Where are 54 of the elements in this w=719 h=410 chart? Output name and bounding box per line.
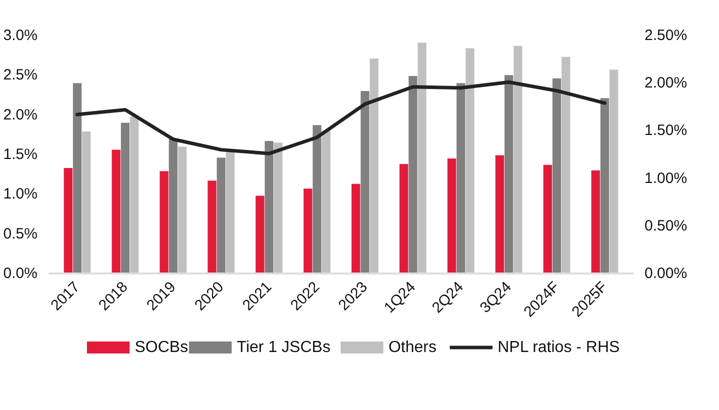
bar [264, 141, 274, 274]
bar [274, 142, 283, 274]
bar [552, 78, 562, 274]
bar [408, 76, 418, 274]
y-tick-label: 2.5% [3, 66, 38, 84]
y2-tick-label: 2.50% [644, 27, 688, 44]
y-tick-label: 1.5% [3, 146, 38, 163]
legend-label: NPL ratios - RHS [498, 339, 620, 356]
bar [370, 58, 378, 274]
bar [504, 75, 514, 274]
bar [447, 158, 456, 274]
y2-tick-label: 0.50% [644, 217, 688, 234]
bar [543, 164, 552, 274]
legend-label: Others [388, 339, 436, 356]
y2-tick-label: 1.00% [644, 170, 688, 187]
bar [168, 138, 178, 274]
bar [466, 48, 474, 274]
bar [562, 56, 570, 274]
bar [64, 168, 72, 274]
bar [226, 150, 235, 274]
bar [418, 42, 426, 274]
y2-tick-label: 2.00% [644, 74, 688, 92]
bar [322, 130, 330, 274]
bar [208, 180, 216, 274]
bar [600, 98, 610, 274]
bar [399, 164, 408, 274]
bar [312, 125, 322, 274]
bar [304, 188, 312, 274]
bar [112, 150, 120, 274]
bar [120, 122, 130, 274]
bar [82, 131, 91, 274]
y-tick-label: 1.0% [3, 186, 38, 203]
bar [352, 184, 360, 274]
bar [216, 158, 226, 274]
legend-label: Tier 1 JSCBs [236, 339, 330, 356]
bar [360, 91, 370, 274]
bar [178, 146, 187, 274]
bar [72, 83, 82, 274]
bar [495, 155, 504, 274]
legend-label: SOCBs [134, 339, 188, 356]
bar [456, 83, 466, 274]
bar [514, 46, 522, 274]
y-tick-label: 0.5% [3, 225, 38, 242]
bar [160, 171, 168, 274]
bar [130, 116, 139, 274]
y2-tick-label: 0.00% [644, 265, 688, 282]
y-tick-label: 0.0% [3, 265, 38, 282]
y-tick-label: 3.0% [3, 27, 38, 44]
line-series [76, 80, 606, 156]
y2-tick-label: 1.50% [644, 122, 688, 140]
bar [610, 70, 618, 274]
bar [256, 196, 264, 274]
bar [591, 170, 600, 274]
y-tick-label: 2.0% [3, 106, 38, 124]
